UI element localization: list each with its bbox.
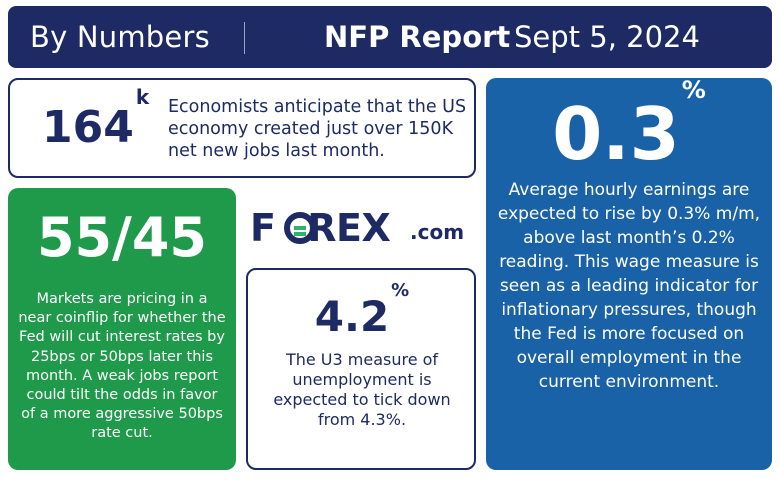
section-title: By Numbers [30,20,210,54]
wage-stat: 0.3% [486,76,772,176]
unemployment-value: 4.2 [314,292,390,341]
jobs-value: 164 [42,102,134,153]
unemployment-stat: 4.2% [248,280,476,341]
jobs-stat: 164k [42,85,149,153]
report-title: NFP Report [324,20,511,54]
jobs-card: 164k Economists anticipate that the US e… [8,78,476,178]
wage-description: Average hourly earnings are expected to … [497,180,761,392]
wage-card: 0.3% Average hourly earnings are expecte… [486,76,772,470]
forex-logo: FOREX .com [250,206,472,250]
logo-wordmark: FOREX [250,206,391,250]
header-divider [244,22,245,54]
unemployment-description: The U3 measure of unemployment is expect… [273,350,451,429]
wage-value: 0.3 [552,92,680,176]
fed-odds-value: 55/45 [36,206,207,269]
fed-odds-card: 55/45 Markets are pricing in a near coin… [8,188,236,470]
unemployment-card: 4.2% The U3 measure of unemployment is e… [246,268,476,470]
logo-o-icon [284,212,316,244]
jobs-suffix: k [135,85,150,110]
header-bar: By Numbers NFP Report Sept 5, 2024 [8,6,772,68]
wage-suffix: % [681,76,706,104]
report-date: Sept 5, 2024 [514,20,700,54]
unemployment-suffix: % [391,280,410,301]
fed-odds-description: Markets are pricing in a near coinflip f… [18,291,226,442]
jobs-description: Economists anticipate that the US econom… [168,97,467,161]
logo-tld: .com [410,220,465,244]
